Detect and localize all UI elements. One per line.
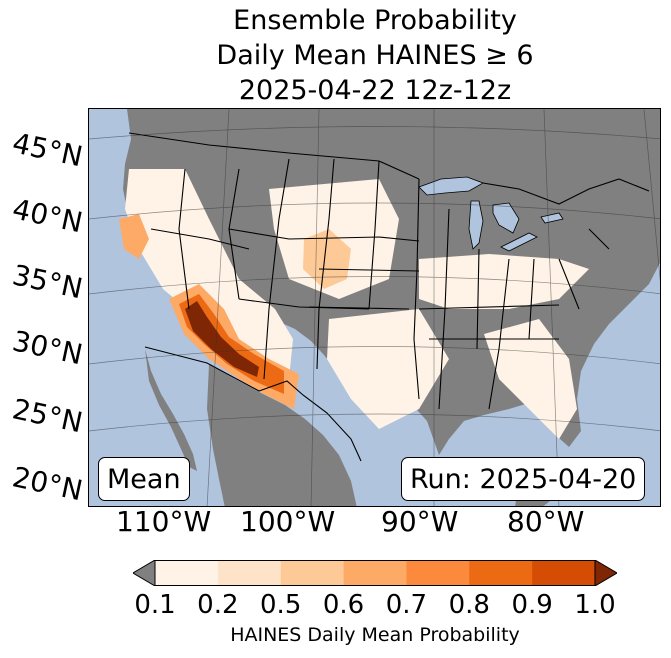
colorbar-tick-label: 0.5 — [260, 590, 302, 620]
lon-label-80: 80°W — [507, 505, 585, 538]
lon-label-100: 100°W — [240, 505, 336, 538]
parallel-40 — [89, 202, 660, 220]
colorbar-tick-label: 0.7 — [385, 590, 428, 620]
mean-label-box: Mean — [98, 457, 190, 501]
colorbar-graphic — [132, 559, 618, 587]
map-panel — [88, 108, 661, 507]
lake-michigan — [468, 200, 484, 250]
colorbar-tick-label: 0.6 — [322, 590, 365, 620]
colorbar — [132, 559, 618, 587]
state-lines-west — [150, 158, 370, 380]
lon-label-110: 110°W — [116, 505, 212, 538]
graticule — [89, 109, 660, 506]
lake-huron — [492, 202, 520, 234]
meridian-80 — [543, 109, 560, 506]
parallel-25 — [89, 413, 660, 432]
run-date-box: Run: 2025-04-20 — [401, 457, 646, 501]
lat-label-30: 30°N — [9, 324, 86, 372]
colorbar-tick-label: 1.0 — [574, 590, 616, 620]
baja-california-land — [145, 349, 197, 471]
lat-label-25: 25°N — [9, 392, 86, 440]
lake-ontario — [540, 212, 564, 224]
parallel-45 — [89, 126, 660, 140]
lat-label-35: 35°N — [9, 258, 86, 306]
parallel-30 — [89, 346, 660, 365]
colorbar-segment — [532, 560, 596, 586]
probability-map — [89, 109, 660, 506]
lat-label-40: 40°N — [9, 192, 86, 240]
shade-california-mid — [119, 214, 149, 259]
us-canada-border — [128, 132, 650, 205]
colorbar-segment — [217, 560, 282, 586]
shade-west-light — [125, 169, 293, 379]
title-line-3: 2025-04-22 12z-12z — [238, 75, 512, 106]
lon-label-90: 90°W — [381, 505, 459, 538]
probability-shading — [119, 169, 589, 439]
meridian-110 — [206, 109, 230, 506]
shade-southwest-highest — [185, 301, 259, 377]
us-mexico-border — [144, 346, 362, 462]
meridian-70 — [643, 109, 660, 282]
state-lines-east — [418, 208, 610, 410]
shade-east-light — [419, 254, 589, 309]
shade-southeast-light — [484, 319, 577, 439]
colorbar-under-extension — [132, 559, 156, 587]
colorbar-over-extension — [594, 559, 618, 587]
colorbar-segment — [469, 560, 533, 586]
shade-colorado-mid — [303, 229, 351, 289]
political-borders — [128, 132, 650, 462]
parallel-35 — [89, 276, 660, 295]
colorbar-tick-label: 0.2 — [197, 590, 239, 620]
lake-erie — [500, 232, 538, 252]
mexico-land — [207, 364, 357, 506]
state-lines-central — [288, 158, 420, 400]
lat-label-45: 45°N — [9, 126, 86, 174]
meridian-100 — [310, 109, 320, 506]
colorbar-frame — [154, 560, 596, 586]
colorbar-segment — [280, 560, 345, 586]
colorbar-segment — [406, 560, 470, 586]
colorbar-tick-label: 0.1 — [134, 590, 176, 620]
colorbar-tick-label: 0.9 — [511, 590, 553, 620]
colorbar-tick-label: 0.8 — [448, 590, 490, 620]
lake-superior — [418, 176, 484, 196]
lat-label-20: 20°N — [9, 460, 86, 508]
colorbar-segment — [343, 560, 407, 586]
colorbar-segment — [155, 560, 219, 586]
colorbar-label: HAINES Daily Mean Probability — [230, 624, 520, 646]
title-line-1: Ensemble Probability — [233, 5, 517, 36]
title-line-2: Daily Mean HAINES ≥ 6 — [216, 40, 534, 71]
